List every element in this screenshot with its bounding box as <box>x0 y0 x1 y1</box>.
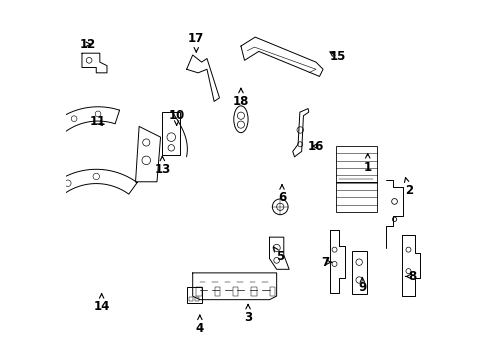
Text: 4: 4 <box>195 315 203 335</box>
Text: 10: 10 <box>168 109 184 125</box>
Bar <box>214 287 220 296</box>
Text: 6: 6 <box>277 185 285 204</box>
Bar <box>162 112 180 155</box>
Text: 16: 16 <box>307 140 324 153</box>
Text: 13: 13 <box>154 156 170 176</box>
Bar <box>335 146 376 212</box>
Text: 3: 3 <box>244 305 252 324</box>
Text: 8: 8 <box>405 270 416 283</box>
Text: 2: 2 <box>404 177 412 197</box>
Text: 7: 7 <box>320 256 331 269</box>
Text: 1: 1 <box>363 154 371 174</box>
Text: 17: 17 <box>188 32 204 52</box>
Text: 11: 11 <box>90 114 106 127</box>
Text: 5: 5 <box>273 247 284 263</box>
Text: 15: 15 <box>328 50 345 63</box>
Bar <box>187 287 201 303</box>
Bar <box>251 287 256 296</box>
Bar <box>195 297 199 301</box>
Bar <box>196 287 201 296</box>
Text: 14: 14 <box>93 294 110 313</box>
Bar <box>232 287 238 296</box>
Text: 12: 12 <box>79 38 95 51</box>
Bar <box>351 251 366 294</box>
Bar <box>189 297 193 301</box>
Bar <box>269 287 274 296</box>
Text: 9: 9 <box>358 278 366 294</box>
Text: 18: 18 <box>232 88 248 108</box>
